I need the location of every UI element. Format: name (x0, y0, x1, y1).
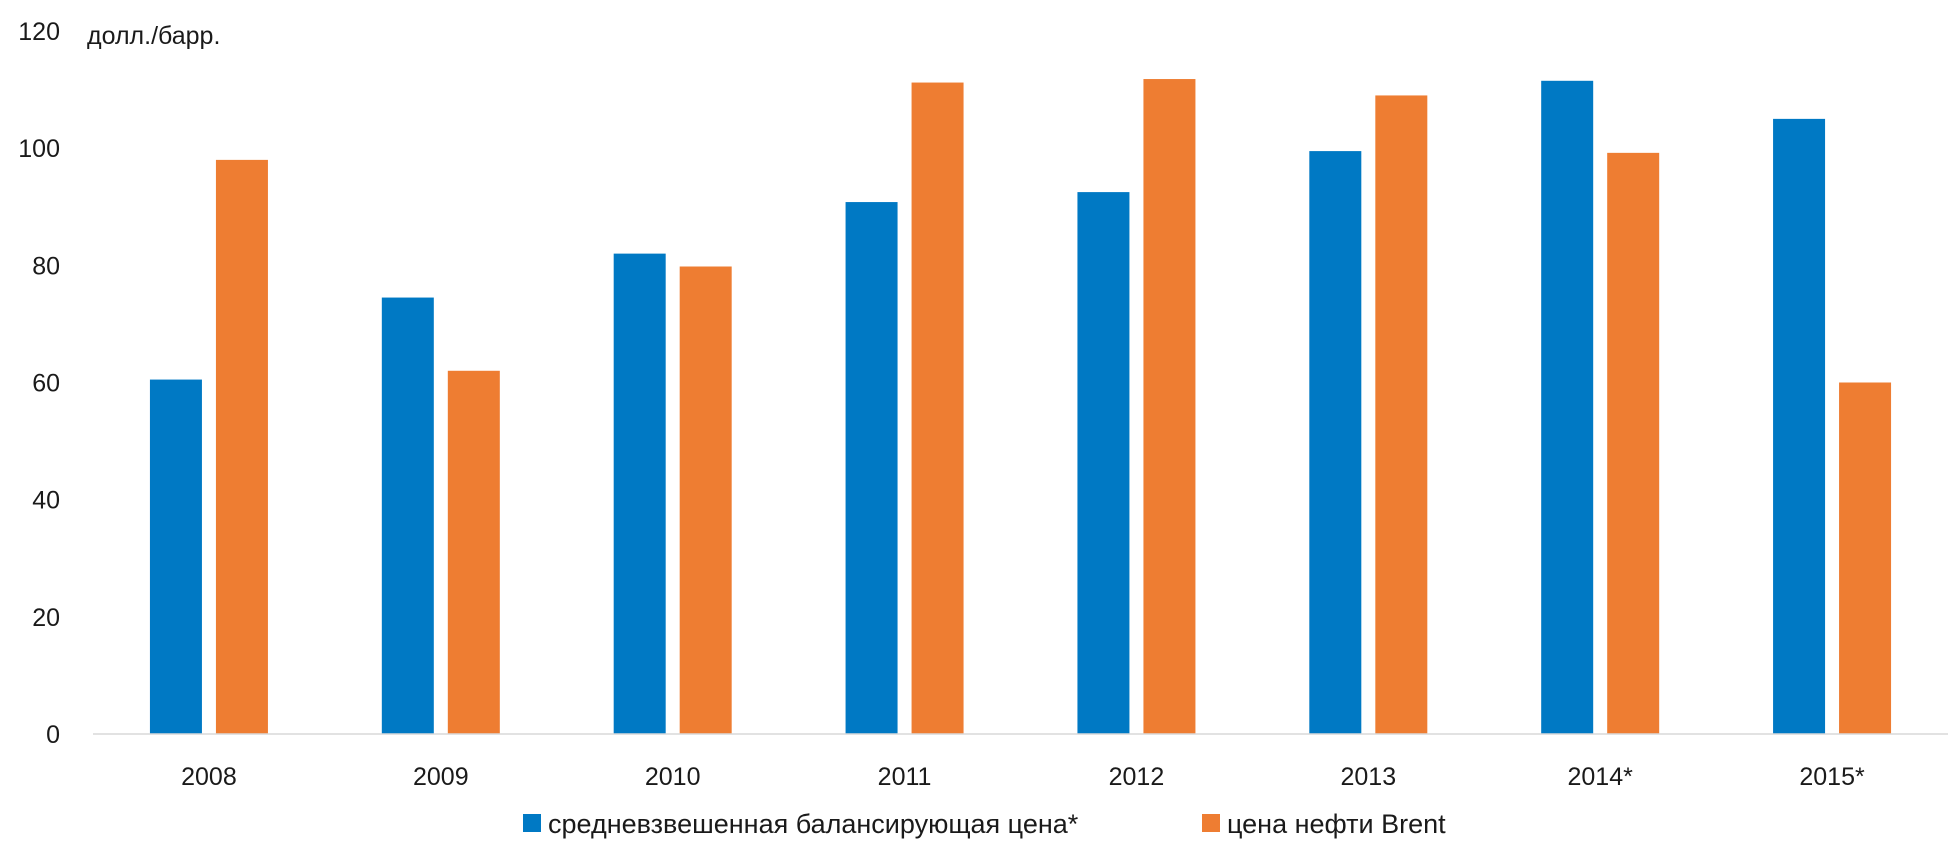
x-tick-label: 2012 (1109, 763, 1165, 791)
bar-balancing-price-2011 (845, 202, 898, 734)
y-unit-label: долл./барр. (87, 22, 220, 50)
bar-brent-2012 (1143, 79, 1196, 734)
bar-brent-2010 (679, 266, 732, 734)
legend-swatch (523, 814, 541, 832)
bar-balancing-price-2013 (1309, 151, 1362, 735)
x-axis-ticks: 2008 2009 2010 2011 2012 2013 2014* 2015* (181, 763, 1865, 791)
x-tick-label: 2013 (1341, 763, 1397, 791)
y-tick-label: 80 (32, 252, 60, 280)
bar-balancing-price-2008 (149, 379, 202, 734)
legend-label: средневзвешенная балансирующая цена* (548, 809, 1079, 839)
y-tick-label: 120 (18, 18, 60, 46)
bar-balancing-price-2009 (381, 297, 434, 734)
y-tick-label: 20 (32, 604, 60, 632)
bar-balancing-price-2010 (613, 253, 666, 734)
bar-balancing-price-2012 (1077, 192, 1130, 734)
bar-balancing-price-2014 (1541, 80, 1594, 734)
y-tick-label: 60 (32, 370, 60, 398)
x-tick-label: 2009 (413, 763, 469, 791)
legend: средневзвешенная балансирующая цена* цена… (523, 809, 1446, 839)
bar-brent-2009 (447, 370, 500, 734)
y-tick-label: 40 (32, 487, 60, 515)
legend-label: цена нефти Brent (1227, 809, 1446, 839)
bar-balancing-price-2015 (1773, 118, 1826, 734)
legend-swatch (1202, 814, 1220, 832)
bar-brent-2013 (1375, 95, 1428, 735)
bar-brent-2011 (911, 82, 964, 734)
x-tick-label: 2010 (645, 763, 701, 791)
x-tick-label: 2008 (181, 763, 237, 791)
x-tick-label: 2015* (1799, 763, 1865, 791)
bar-brent-2014 (1607, 152, 1660, 734)
y-tick-label: 0 (46, 721, 60, 749)
x-tick-label: 2011 (878, 763, 932, 791)
y-tick-label: 100 (18, 135, 60, 163)
y-axis-ticks: 0 20 40 60 80 100 120 (18, 18, 60, 749)
bars (149, 79, 1892, 735)
bar-brent-2015 (1839, 382, 1892, 734)
bar-brent-2008 (215, 159, 268, 735)
x-tick-label: 2014* (1568, 763, 1634, 791)
